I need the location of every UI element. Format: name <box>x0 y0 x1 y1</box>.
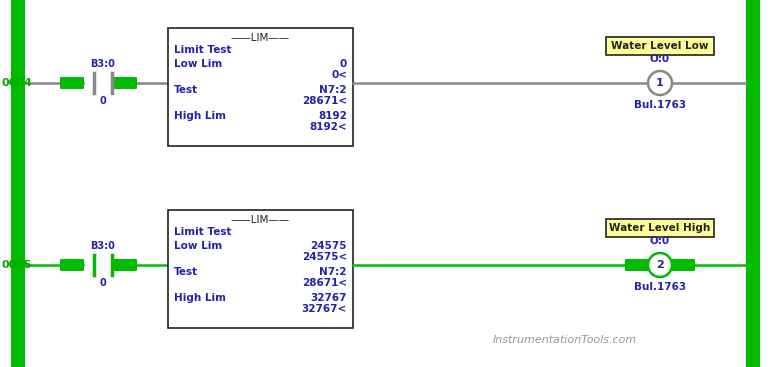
Text: B3:0: B3:0 <box>91 241 115 251</box>
FancyBboxPatch shape <box>113 259 137 271</box>
Text: 0: 0 <box>100 96 107 106</box>
Text: InstrumentationTools.com: InstrumentationTools.com <box>493 335 637 345</box>
Text: Test: Test <box>174 85 198 95</box>
Text: Water Level Low: Water Level Low <box>611 41 709 51</box>
Text: 28671<: 28671< <box>302 96 347 106</box>
Text: 0<: 0< <box>331 70 347 80</box>
Text: 8192<: 8192< <box>310 122 347 132</box>
Bar <box>746 0 760 367</box>
Text: 24575<: 24575< <box>302 252 347 262</box>
Text: 28671<: 28671< <box>302 278 347 288</box>
Circle shape <box>648 71 672 95</box>
Text: Limit Test: Limit Test <box>174 45 231 55</box>
FancyBboxPatch shape <box>60 259 84 271</box>
Text: 0004: 0004 <box>2 78 33 88</box>
Bar <box>168 28 353 146</box>
FancyBboxPatch shape <box>671 259 695 271</box>
Bar <box>11 0 25 367</box>
Text: 32767: 32767 <box>310 293 347 303</box>
Text: ——LIM——: ——LIM—— <box>231 215 290 225</box>
Text: Limit Test: Limit Test <box>174 227 231 237</box>
Text: O:0: O:0 <box>650 236 670 246</box>
Text: N7:2: N7:2 <box>319 267 347 277</box>
Text: 24575: 24575 <box>310 241 347 251</box>
Text: 1: 1 <box>656 78 664 88</box>
FancyBboxPatch shape <box>113 77 137 89</box>
Text: 0005: 0005 <box>2 260 32 270</box>
Text: Test: Test <box>174 267 198 277</box>
Text: 0: 0 <box>100 278 107 288</box>
FancyBboxPatch shape <box>60 77 84 89</box>
Text: ——LIM——: ——LIM—— <box>231 33 290 43</box>
Text: O:0: O:0 <box>650 54 670 64</box>
Text: Bul.1763: Bul.1763 <box>634 100 686 110</box>
FancyBboxPatch shape <box>625 259 649 271</box>
Text: B3:0: B3:0 <box>91 59 115 69</box>
Text: 32767<: 32767< <box>302 304 347 314</box>
Text: Water Level High: Water Level High <box>609 223 710 233</box>
Text: 2: 2 <box>656 260 664 270</box>
FancyBboxPatch shape <box>606 219 714 237</box>
Text: High Lim: High Lim <box>174 293 226 303</box>
Text: 8192: 8192 <box>318 111 347 121</box>
Text: Low Lim: Low Lim <box>174 59 222 69</box>
Text: 0: 0 <box>339 59 347 69</box>
Bar <box>168 210 353 328</box>
Circle shape <box>648 253 672 277</box>
Text: High Lim: High Lim <box>174 111 226 121</box>
Text: Bul.1763: Bul.1763 <box>634 282 686 292</box>
FancyBboxPatch shape <box>606 37 714 55</box>
Text: N7:2: N7:2 <box>319 85 347 95</box>
Text: Low Lim: Low Lim <box>174 241 222 251</box>
